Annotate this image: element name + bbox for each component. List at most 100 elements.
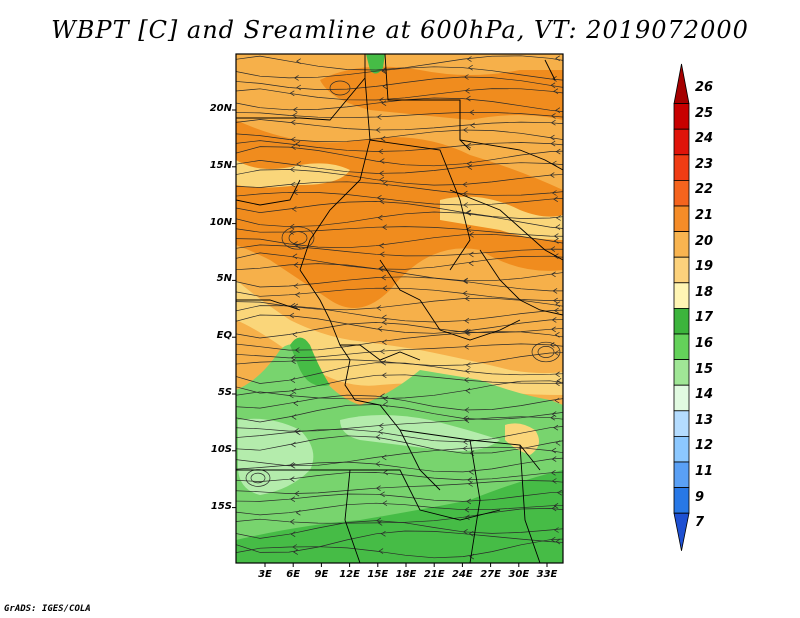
streamline-arrow bbox=[381, 359, 387, 366]
streamline-arrow bbox=[466, 56, 472, 62]
streamline-arrow bbox=[553, 424, 559, 431]
streamline-arrow bbox=[381, 372, 387, 379]
streamline-arrow bbox=[550, 113, 556, 119]
streamline-arrow bbox=[296, 161, 302, 167]
streamline-arrow bbox=[555, 301, 561, 307]
streamline-arrow bbox=[555, 371, 560, 378]
streamline-arrow bbox=[550, 271, 556, 278]
streamline-arrow bbox=[553, 233, 559, 239]
streamline bbox=[236, 169, 563, 186]
streamline bbox=[236, 140, 563, 152]
border-line bbox=[399, 429, 541, 471]
streamline-arrow bbox=[292, 544, 297, 550]
streamline-arrow bbox=[553, 297, 558, 304]
colorbar-label: 16 bbox=[695, 336, 714, 351]
streamline bbox=[236, 287, 563, 301]
streamline bbox=[236, 394, 563, 411]
streamline-arrow bbox=[293, 549, 298, 555]
streamline-arrow bbox=[292, 112, 297, 119]
colorbar-segment bbox=[673, 461, 690, 489]
streamline-arrow bbox=[378, 265, 383, 272]
streamline-arrow bbox=[290, 119, 296, 126]
streamline-arrow bbox=[293, 262, 299, 268]
colorbar-label: 17 bbox=[695, 310, 714, 326]
streamline-arrow bbox=[464, 295, 470, 302]
border-line bbox=[369, 139, 471, 271]
streamline-arrow bbox=[551, 505, 557, 512]
streamline-arrow bbox=[464, 407, 470, 413]
streamline-arrow bbox=[380, 136, 386, 142]
streamline-arrow bbox=[550, 246, 556, 252]
streamline-arrow bbox=[381, 67, 387, 73]
colorbar-label: 22 bbox=[695, 182, 714, 198]
border-line bbox=[339, 344, 356, 401]
colorbar-label: 26 bbox=[695, 80, 714, 95]
streamline-arrow bbox=[464, 506, 470, 513]
streamline-arrow bbox=[466, 210, 472, 216]
fill-region-green-top bbox=[366, 54, 385, 74]
colorbar-segment bbox=[673, 205, 690, 233]
streamline-arrow bbox=[379, 348, 385, 355]
border-line bbox=[519, 444, 541, 563]
vortex bbox=[250, 472, 266, 484]
streamline-arrow bbox=[469, 553, 475, 560]
streamline-arrow bbox=[381, 319, 387, 326]
streamline-arrow bbox=[463, 377, 469, 383]
streamline-arrow bbox=[293, 75, 299, 81]
streamline bbox=[236, 76, 563, 90]
streamline-arrow bbox=[382, 83, 388, 90]
streamline bbox=[236, 314, 563, 334]
streamline-arrow bbox=[468, 232, 474, 238]
streamline-arrow bbox=[379, 158, 385, 164]
streamline-arrow bbox=[464, 317, 470, 324]
lon-label: 12E bbox=[339, 569, 360, 580]
streamline-arrow bbox=[464, 88, 470, 94]
colorbar-segment bbox=[673, 282, 690, 309]
streamline-arrow bbox=[290, 441, 296, 448]
streamline-arrow bbox=[379, 198, 385, 205]
streamline-arrow bbox=[553, 253, 559, 259]
streamline bbox=[236, 374, 563, 394]
axis-ticks bbox=[232, 109, 548, 567]
streamline-arrow bbox=[376, 195, 382, 201]
streamline-arrow bbox=[550, 414, 556, 421]
lon-label: 9E bbox=[314, 569, 329, 580]
streamline-arrow bbox=[289, 476, 295, 482]
lat-label: 5S bbox=[217, 387, 232, 398]
streamline bbox=[236, 471, 563, 482]
streamline bbox=[236, 191, 563, 206]
streamline-arrow bbox=[555, 55, 560, 62]
border-line bbox=[449, 189, 563, 261]
lat-label: 15S bbox=[210, 500, 232, 512]
streamline bbox=[236, 404, 563, 423]
streamline-arrow bbox=[468, 260, 474, 267]
streamline-arrow bbox=[462, 181, 468, 188]
streamline-arrow bbox=[556, 215, 561, 221]
colorbar-segment bbox=[673, 63, 690, 104]
streamline-arrow bbox=[295, 292, 300, 298]
streamline bbox=[236, 263, 563, 282]
colorbar-label: 11 bbox=[695, 464, 714, 479]
lon-label: 15E bbox=[367, 569, 389, 580]
streamline-arrow bbox=[376, 305, 382, 311]
streamline-arrow bbox=[554, 332, 560, 338]
streamline-arrow bbox=[553, 527, 559, 533]
streamline bbox=[236, 352, 563, 366]
streamline-arrow bbox=[554, 397, 560, 404]
streamline bbox=[236, 112, 563, 119]
streamline-arrow bbox=[289, 312, 295, 319]
streamline-arrow bbox=[555, 148, 561, 155]
colorbar-label: 25 bbox=[695, 105, 714, 121]
streamline-arrow bbox=[381, 454, 387, 461]
streamline bbox=[236, 491, 563, 502]
streamline-arrow bbox=[291, 358, 296, 364]
border-line bbox=[236, 54, 366, 121]
streamline-arrow bbox=[295, 509, 301, 516]
streamline-arrow bbox=[295, 141, 301, 147]
streamline bbox=[236, 233, 563, 249]
streamline-arrow bbox=[555, 440, 561, 446]
streamline-arrow bbox=[375, 434, 381, 440]
streamline-arrow bbox=[379, 251, 385, 258]
streamline-arrow bbox=[467, 477, 472, 483]
streamline-arrow bbox=[551, 326, 556, 333]
